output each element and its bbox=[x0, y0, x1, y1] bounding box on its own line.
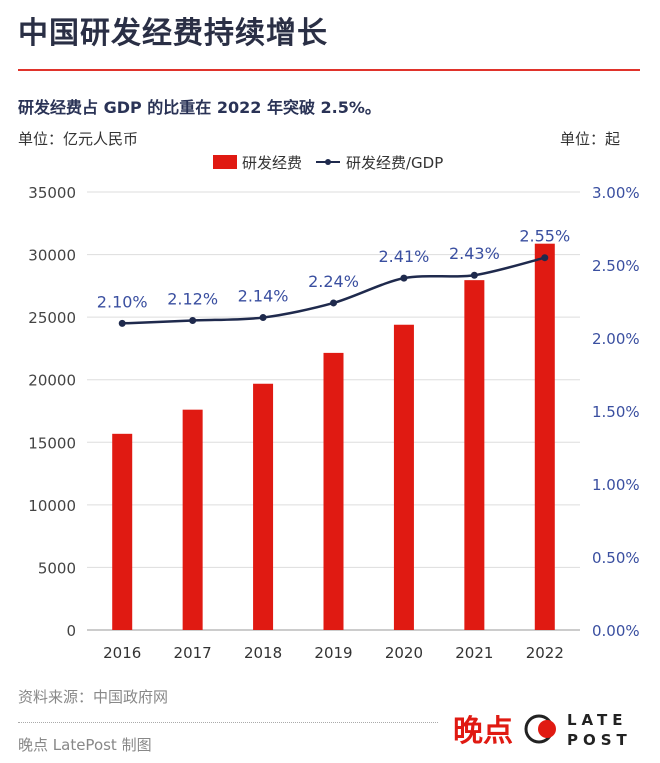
right-tick-label: 2.00% bbox=[592, 330, 640, 348]
left-tick-label: 30000 bbox=[28, 247, 76, 265]
source-note: 资料来源：中国政府网 bbox=[18, 688, 169, 706]
left-unit-label: 单位：亿元人民币 bbox=[18, 130, 139, 148]
ratio-point-2020 bbox=[400, 274, 408, 282]
svg-text:POST: POST bbox=[567, 731, 632, 749]
ratio-point-2018 bbox=[259, 314, 267, 322]
right-tick-label: 1.00% bbox=[592, 476, 640, 494]
left-tick-label: 10000 bbox=[28, 497, 76, 515]
x-tick-label: 2017 bbox=[174, 644, 212, 662]
ratio-point-2017 bbox=[189, 316, 197, 324]
ratio-data-label: 2.10% bbox=[97, 292, 148, 311]
latepost-logo: 晚点 LATE POST bbox=[453, 711, 632, 749]
ratio-data-label: 2.41% bbox=[379, 247, 430, 266]
bar-2019 bbox=[323, 352, 344, 630]
credit-note: 晚点 LatePost 制图 bbox=[18, 736, 152, 754]
ratio-point-2019 bbox=[330, 299, 337, 307]
page-title: 中国研发经费持续增长 bbox=[18, 16, 328, 51]
title-divider bbox=[18, 69, 640, 71]
svg-text:晚点: 晚点 bbox=[453, 714, 513, 749]
ratio-data-label: 2.43% bbox=[449, 244, 500, 263]
x-tick-label: 2019 bbox=[314, 644, 352, 662]
x-tick-label: 2020 bbox=[385, 644, 423, 662]
legend-line-marker bbox=[325, 159, 331, 165]
left-tick-label: 35000 bbox=[28, 184, 76, 202]
x-tick-label: 2021 bbox=[455, 644, 493, 662]
x-tick-label: 2016 bbox=[103, 644, 141, 662]
legend-bar-swatch bbox=[213, 155, 237, 169]
svg-text:LATE: LATE bbox=[567, 711, 627, 729]
ratio-point-2021 bbox=[470, 271, 478, 279]
right-tick-label: 3.00% bbox=[592, 184, 640, 202]
bar-2021 bbox=[464, 280, 485, 630]
ratio-data-label: 2.14% bbox=[238, 287, 289, 306]
bar-2020 bbox=[393, 324, 414, 630]
right-tick-label: 1.50% bbox=[592, 403, 640, 421]
x-tick-label: 2022 bbox=[526, 644, 564, 662]
left-tick-label: 15000 bbox=[28, 434, 76, 452]
bar-2022 bbox=[534, 243, 555, 630]
left-tick-label: 25000 bbox=[28, 309, 76, 327]
chart: 研发经费 研发经费/GDP 2.10% 2.12% 2.14% 2.24% 2.41% 2… bbox=[28, 154, 640, 662]
ratio-data-label: 2.55% bbox=[519, 227, 570, 246]
dotted-divider bbox=[18, 722, 438, 723]
legend: 研发经费 研发经费/GDP bbox=[213, 154, 443, 172]
ratio-data-label: 2.24% bbox=[308, 272, 359, 291]
left-tick-label: 5000 bbox=[38, 559, 76, 577]
legend-line-label: 研发经费/GDP bbox=[346, 154, 443, 172]
bar-2016 bbox=[112, 433, 133, 630]
subtitle: 研发经费占 GDP 的比重在 2022 年突破 2.5%。 bbox=[18, 98, 381, 117]
bar-2017 bbox=[182, 409, 203, 630]
ratio-data-label: 2.12% bbox=[167, 289, 218, 308]
left-tick-label: 20000 bbox=[28, 372, 76, 390]
right-tick-label: 0.00% bbox=[592, 622, 640, 640]
bar-2018 bbox=[253, 383, 274, 630]
ratio-point-2016 bbox=[118, 319, 126, 327]
x-tick-label: 2018 bbox=[244, 644, 282, 662]
right-tick-label: 0.50% bbox=[592, 549, 640, 567]
ratio-point-2022 bbox=[541, 254, 549, 262]
right-tick-label: 2.50% bbox=[592, 257, 640, 275]
right-unit-label: 单位：起 bbox=[560, 130, 621, 148]
legend-bar-label: 研发经费 bbox=[242, 154, 302, 172]
left-tick-label: 0 bbox=[66, 622, 76, 640]
